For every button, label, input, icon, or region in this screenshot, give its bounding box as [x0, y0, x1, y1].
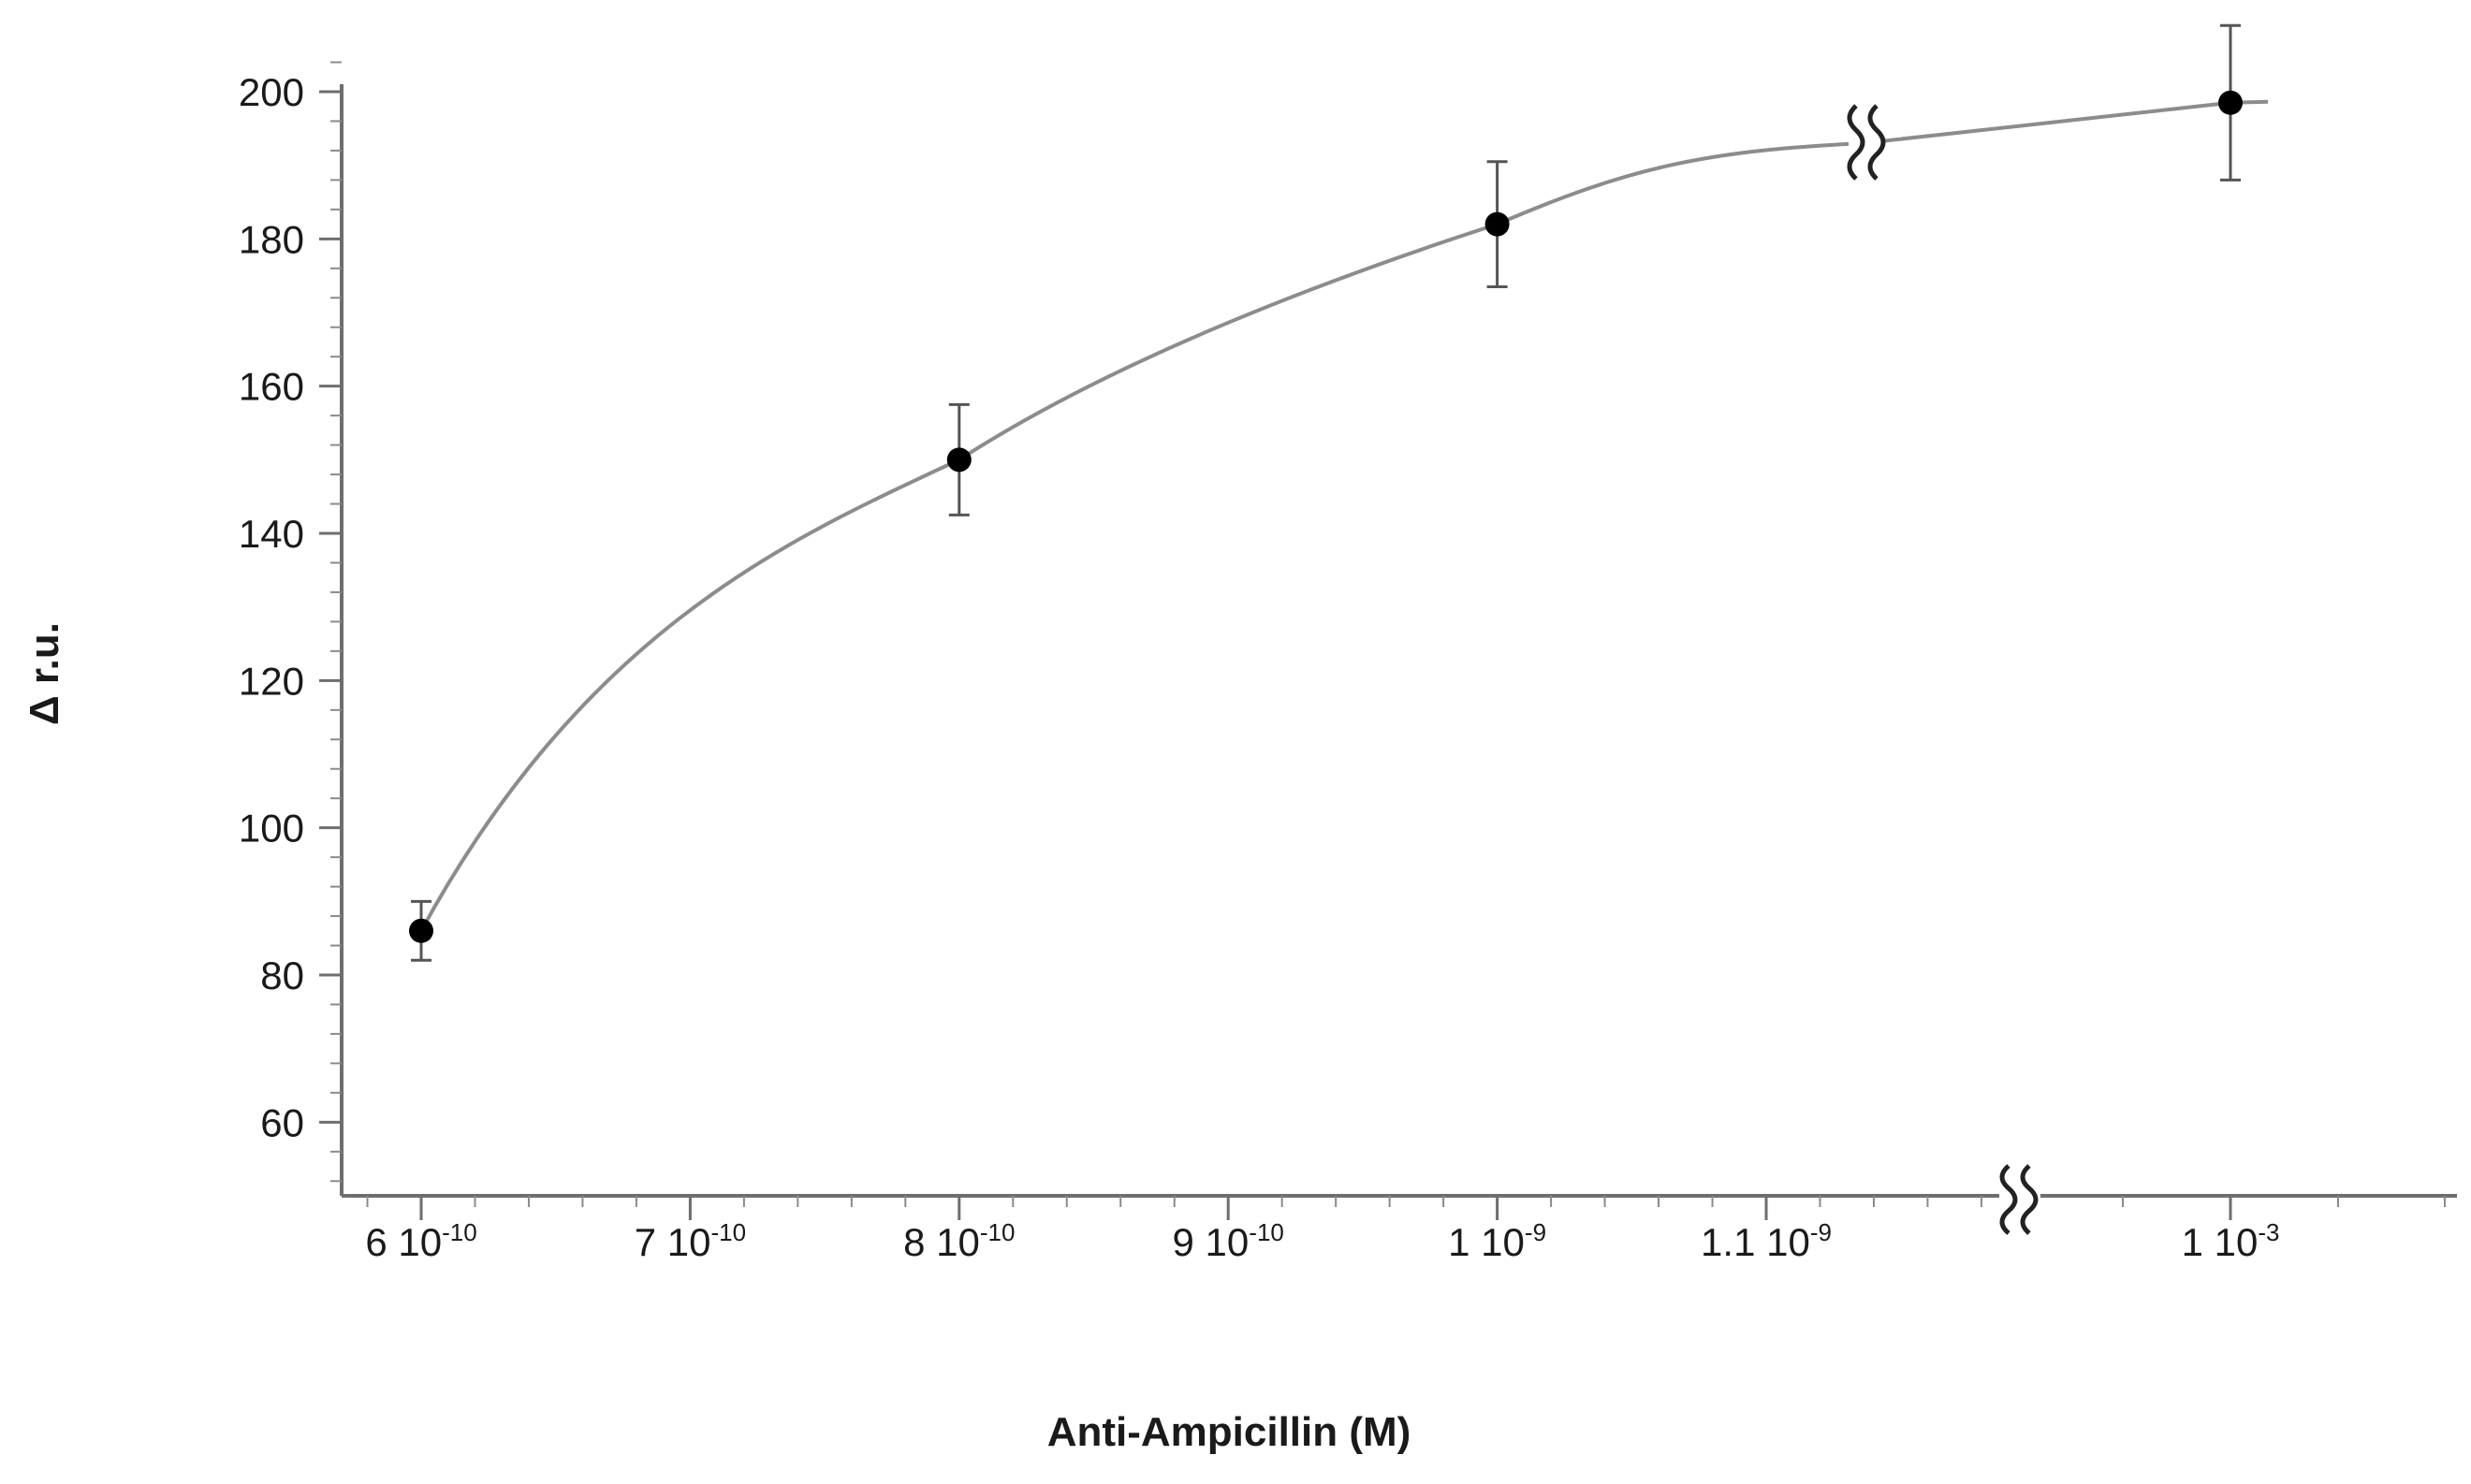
x-axis: 6 10-10 7 10-10 8 10-10 9 10-10 1 10-9 1.1 10… [342, 1164, 2457, 1264]
x-tick-label: 1 10-9 [1448, 1218, 1546, 1264]
y-tick-label: 160 [239, 365, 304, 409]
data-point [2218, 90, 2243, 115]
y-tick-label: 140 [239, 512, 304, 556]
x-tick-label: 7 10-10 [635, 1218, 746, 1264]
y-tick-label: 200 [239, 70, 304, 114]
data-point [409, 918, 433, 943]
plot-area [409, 23, 2269, 962]
x-axis-break-gap [1999, 1190, 2040, 1201]
x-tick-label: 9 10-10 [1173, 1218, 1284, 1264]
y-axis-title: Δ r.u. [22, 622, 67, 725]
y-tick-label: 120 [239, 659, 304, 703]
x-tick-label: 1 10-3 [2182, 1218, 2280, 1264]
curve-break-mark [1867, 104, 1886, 181]
x-tick-label: 6 10-10 [365, 1218, 476, 1264]
y-axis: 60 80 100 120 140 160 180 200 [239, 61, 344, 1196]
data-point [1484, 211, 1510, 237]
curve-break-gap [1849, 106, 1882, 182]
curve-break-mark [1847, 104, 1865, 181]
y-tick-label: 80 [260, 953, 304, 997]
x-axis-break-mark [1999, 1164, 2018, 1235]
y-tick-label: 100 [239, 807, 304, 851]
data-point [946, 447, 972, 473]
fitted-curve [419, 99, 2269, 932]
x-tick-label: 8 10-10 [903, 1218, 1015, 1264]
y-tick-label: 180 [239, 217, 304, 261]
x-tick-label: 1.1 10-9 [1701, 1218, 1832, 1264]
x-axis-title: Anti-Ampicillin (M) [1047, 1409, 1411, 1455]
y-tick-label: 60 [260, 1100, 304, 1144]
x-axis-break-mark [2020, 1164, 2039, 1235]
